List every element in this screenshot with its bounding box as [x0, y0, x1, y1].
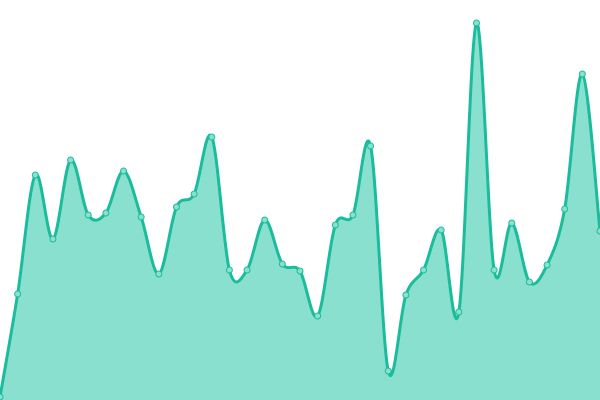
data-point: [490, 266, 498, 274]
data-point: [172, 203, 180, 211]
data-point: [102, 209, 110, 217]
data-point: [561, 205, 569, 213]
area-fill: [0, 22, 600, 400]
data-point: [349, 211, 357, 219]
data-point: [472, 19, 480, 27]
data-point: [120, 167, 128, 175]
data-point: [578, 70, 586, 78]
data-point: [420, 266, 428, 274]
data-point: [596, 227, 600, 235]
data-point: [137, 213, 145, 221]
data-point: [455, 308, 463, 316]
data-point: [296, 267, 304, 275]
data-point: [49, 235, 57, 243]
data-point: [190, 190, 198, 198]
data-points: [0, 19, 600, 400]
data-point: [225, 266, 233, 274]
data-point: [314, 312, 322, 320]
data-point: [367, 142, 375, 150]
data-point: [525, 278, 533, 286]
data-point: [261, 216, 269, 224]
data-point: [278, 260, 286, 268]
data-point: [14, 290, 22, 298]
data-point: [243, 266, 251, 274]
data-point: [84, 211, 92, 219]
data-point: [543, 261, 551, 269]
data-point: [208, 133, 216, 141]
data-point: [67, 156, 75, 164]
data-point: [31, 171, 39, 179]
data-point: [155, 270, 163, 278]
series-line: [0, 21, 600, 398]
data-point: [437, 226, 445, 234]
data-point: [402, 291, 410, 299]
data-point: [508, 219, 516, 227]
data-point: [331, 221, 339, 229]
data-point: [0, 393, 4, 400]
data-point: [384, 367, 392, 375]
